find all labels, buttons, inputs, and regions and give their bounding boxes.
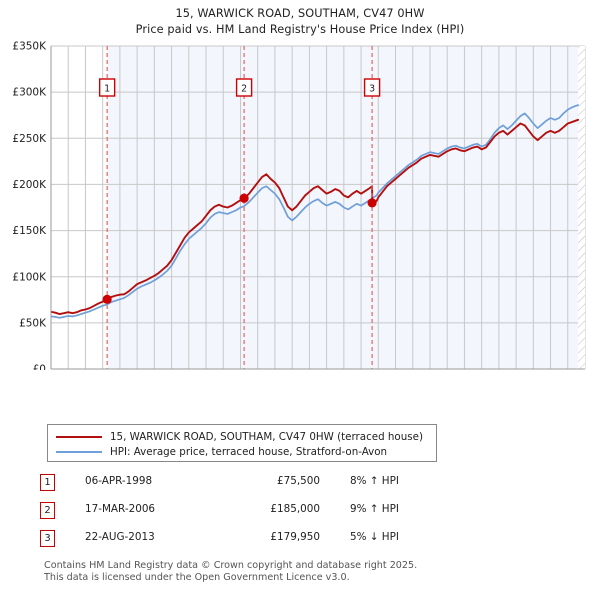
sale-badge-1: 1 xyxy=(40,474,55,491)
chart-badge-box-1[interactable] xyxy=(98,78,116,97)
chart-title-block: 15, WARWICK ROAD, SOUTHAM, CV47 0HW Pric… xyxy=(0,6,600,38)
chart-legend: 15, WARWICK ROAD, SOUTHAM, CV47 0HW (ter… xyxy=(47,424,437,462)
y-tick-7: £350K xyxy=(12,41,47,53)
legend-label-hpi: HPI: Average price, terraced house, Stra… xyxy=(110,445,388,458)
chart-badge-label-1: 1 xyxy=(104,83,110,94)
plot-background-ownership-shade xyxy=(107,46,585,369)
sales-history-table: 1 06-APR-1998 £75,500 8% ↑ HPI 2 17-MAR-… xyxy=(40,472,470,556)
price-history-line-chart: £0£50K£100K£150K£200K£250K£300K£350K 199… xyxy=(12,41,586,370)
chart-badge-label-3: 3 xyxy=(369,83,375,94)
sale-price-1: £75,500 xyxy=(277,475,320,487)
chart-badge-box-2[interactable] xyxy=(235,78,253,97)
legend-label-price-paid: 15, WARWICK ROAD, SOUTHAM, CV47 0HW (ter… xyxy=(110,430,423,443)
footer-line-1: Contains HM Land Registry data © Crown c… xyxy=(44,560,418,571)
sale-price-2: £185,000 xyxy=(270,503,320,515)
sale-hpi-delta-1: 8% ↑ HPI xyxy=(350,475,399,487)
sale-badge-2: 2 xyxy=(40,502,55,519)
blue-line-swatch-icon xyxy=(56,450,102,453)
sale-point-1[interactable] xyxy=(102,294,112,304)
chart-badge-label-2: 2 xyxy=(241,83,247,94)
chart-plot-area: £0£50K£100K£150K£200K£250K£300K£350K 199… xyxy=(0,40,600,370)
sale-date-2: 17-MAR-2006 xyxy=(85,503,156,515)
sale-badge-3: 3 xyxy=(40,530,55,547)
table-row[interactable]: 1 06-APR-1998 £75,500 8% ↑ HPI xyxy=(40,472,470,500)
sale-point-3[interactable] xyxy=(367,198,377,208)
sale-hpi-delta-3: 5% ↓ HPI xyxy=(350,531,399,543)
hpi-average-price-line xyxy=(51,104,579,319)
sale-date-3: 22-AUG-2013 xyxy=(85,531,155,543)
sale-price-3: £179,950 xyxy=(270,531,320,543)
sale-event-dots[interactable] xyxy=(102,193,377,304)
y-tick-1: £50K xyxy=(19,317,47,329)
footer-line-2: This data is licensed under the Open Gov… xyxy=(44,571,350,583)
legend-item-hpi: HPI: Average price, terraced house, Stra… xyxy=(48,444,436,459)
sale-point-2[interactable] xyxy=(239,193,249,203)
y-tick-4: £200K xyxy=(12,179,47,191)
sale-event-number-badges[interactable]: 1 2 3 xyxy=(98,78,381,97)
sale-date-1: 06-APR-1998 xyxy=(85,475,153,487)
y-tick-3: £150K xyxy=(12,225,47,237)
y-tick-2: £100K xyxy=(12,271,47,283)
table-row[interactable]: 2 17-MAR-2006 £185,000 9% ↑ HPI xyxy=(40,500,470,528)
table-row[interactable]: 3 22-AUG-2013 £179,950 5% ↓ HPI xyxy=(40,528,470,556)
plot-background-pre-ownership xyxy=(51,46,108,369)
page-title: 15, WARWICK ROAD, SOUTHAM, CV47 0HW xyxy=(175,7,425,20)
y-tick-5: £250K xyxy=(12,133,47,145)
chart-gridlines xyxy=(50,45,586,370)
copyright-footer: Contains HM Land Registry data © Crown c… xyxy=(44,560,584,583)
red-line-swatch-icon xyxy=(56,435,102,438)
y-tick-0: £0 xyxy=(33,364,46,370)
page-subtitle: Price paid vs. HM Land Registry's House … xyxy=(135,23,465,36)
chart-badge-box-3[interactable] xyxy=(363,78,381,97)
future-period-hatch xyxy=(578,46,585,369)
sale-hpi-delta-2: 9% ↑ HPI xyxy=(350,503,399,515)
y-axis-tick-labels: £0 £50K £100K £150K £200K £250K £300K £350K xyxy=(12,41,47,370)
y-tick-6: £300K xyxy=(12,87,47,99)
legend-item-price-paid: 15, WARWICK ROAD, SOUTHAM, CV47 0HW (ter… xyxy=(48,429,436,444)
property-price-paid-line xyxy=(51,118,580,316)
